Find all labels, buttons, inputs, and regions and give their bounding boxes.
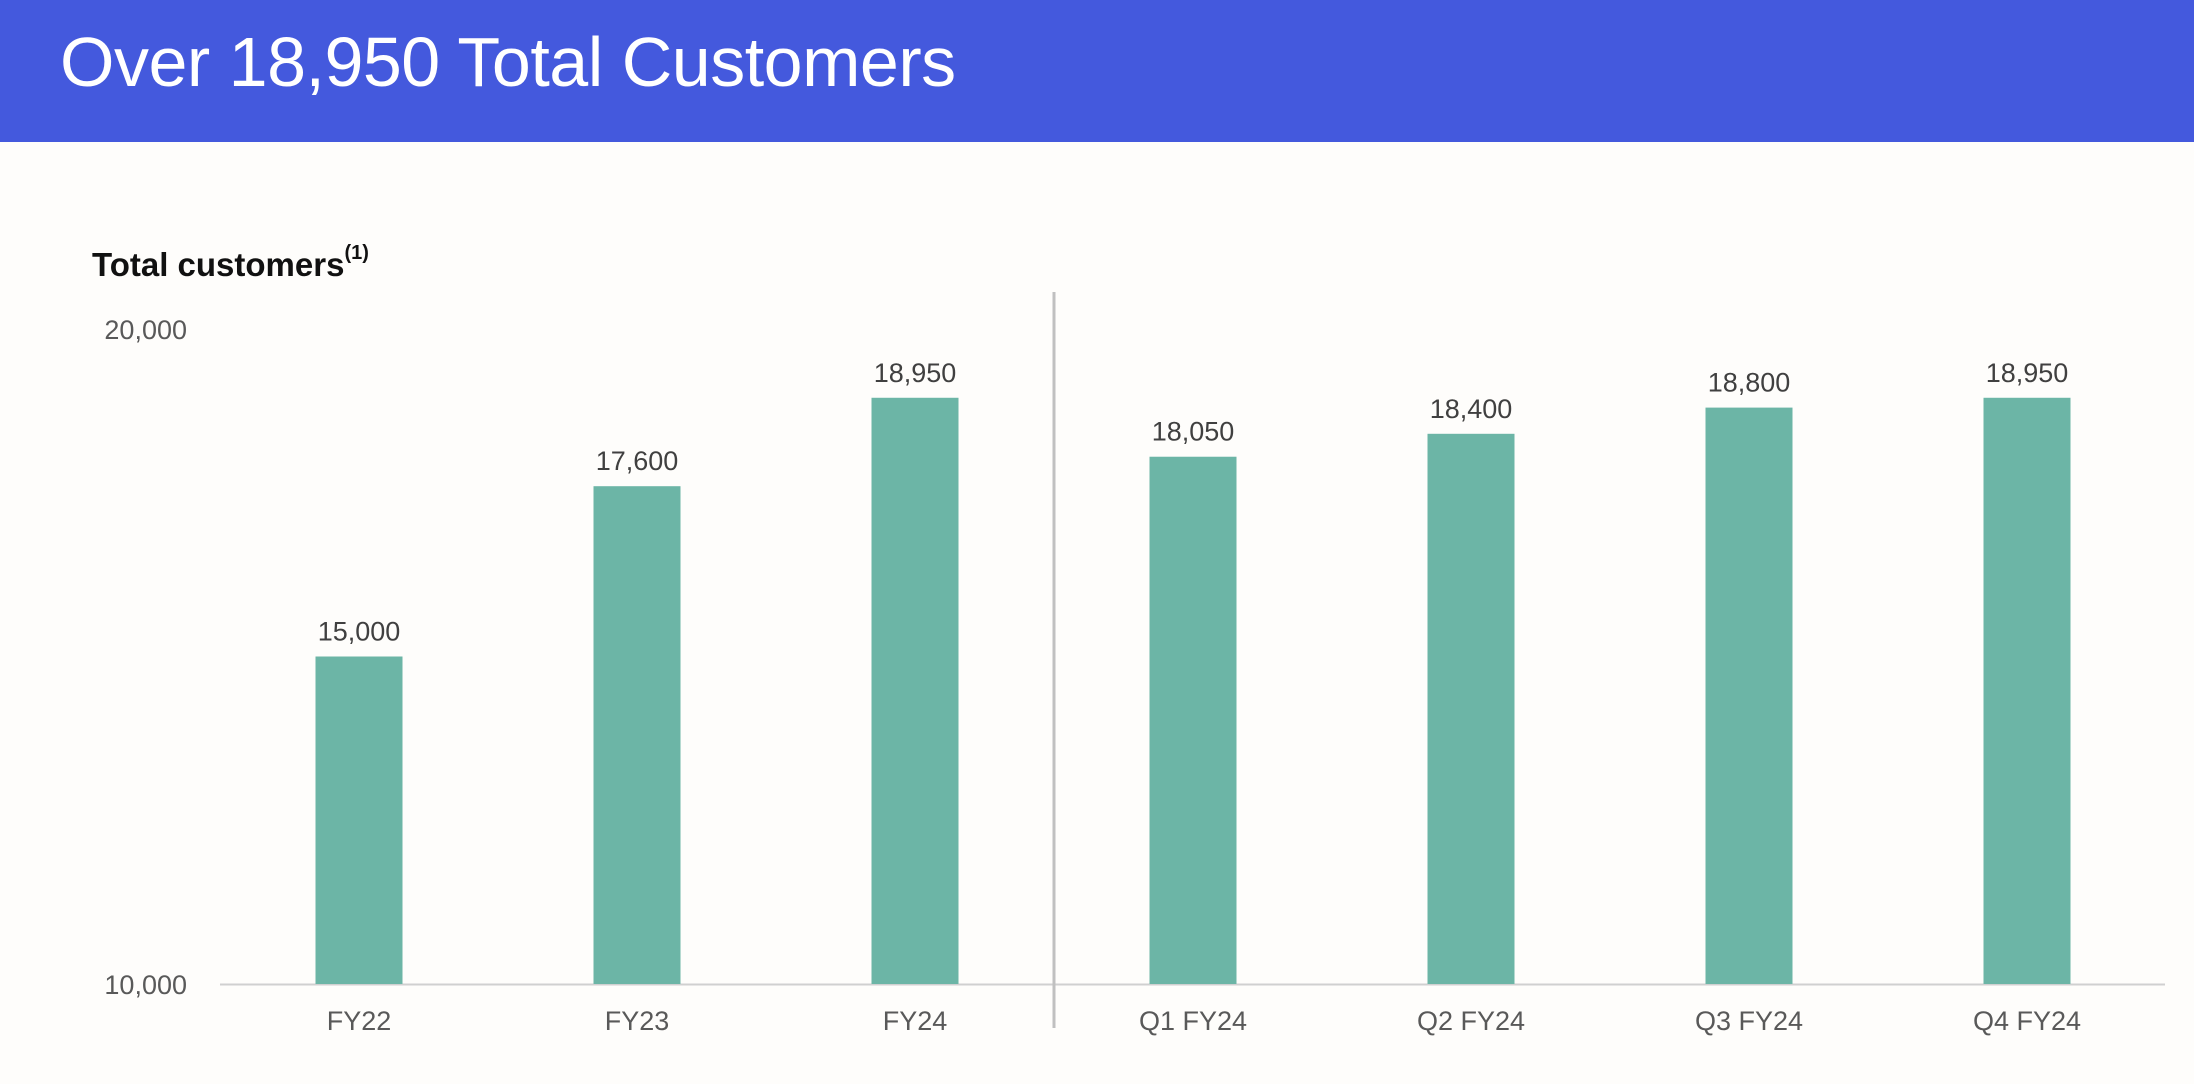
chart-title-footnote: (1) [344, 242, 369, 264]
page-title: Over 18,950 Total Customers [60, 23, 956, 101]
y-tick-label: 20,000 [104, 315, 187, 345]
data-label: 15,000 [318, 617, 401, 647]
data-label: 18,950 [1986, 358, 2069, 388]
bar [871, 397, 959, 984]
header-bar: Over 18,950 Total Customers [0, 0, 2194, 142]
bar [1983, 397, 2071, 984]
chart-title: Total customers(1) [92, 242, 369, 284]
x-tick-label: Q4 FY24 [1973, 1006, 2081, 1036]
bar [593, 486, 681, 984]
x-tick-label: Q3 FY24 [1695, 1006, 1803, 1036]
bar [315, 656, 403, 984]
chart-title-text: Total customers [92, 246, 345, 283]
data-label: 18,400 [1430, 394, 1513, 424]
data-label: 18,050 [1152, 417, 1235, 447]
data-label: 18,800 [1708, 368, 1791, 398]
x-tick-label: Q1 FY24 [1139, 1006, 1247, 1036]
x-tick-label: Q2 FY24 [1417, 1006, 1525, 1036]
bar [1427, 433, 1515, 984]
bar [1705, 407, 1793, 985]
data-label: 18,950 [874, 358, 957, 388]
x-tick-label: FY23 [605, 1006, 670, 1036]
data-label: 17,600 [596, 446, 679, 476]
x-tick-label: FY24 [883, 1006, 948, 1036]
y-tick-label: 10,000 [104, 970, 187, 1000]
bar [1149, 456, 1237, 985]
x-tick-label: FY22 [327, 1006, 392, 1036]
